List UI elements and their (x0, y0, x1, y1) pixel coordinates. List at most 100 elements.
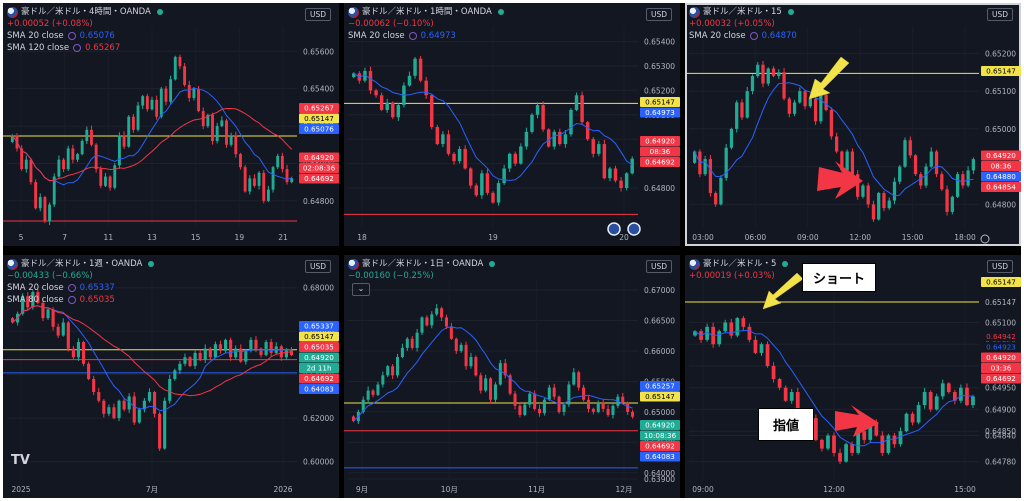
candle[interactable] (178, 363, 182, 371)
candle[interactable] (10, 135, 14, 142)
candle[interactable] (838, 452, 842, 462)
chart-svg[interactable]: 0.670000.665000.660000.655000.650000.645… (344, 255, 680, 498)
candle[interactable] (244, 350, 248, 362)
candle[interactable] (861, 185, 865, 197)
candle[interactable] (574, 95, 579, 110)
currency-button[interactable]: USD (986, 8, 1013, 21)
indicator-row[interactable]: SMA 20 close 0.64973 (348, 30, 504, 42)
candle[interactable] (361, 399, 365, 412)
candle[interactable] (249, 339, 253, 351)
candle[interactable] (577, 372, 581, 388)
candle[interactable] (919, 174, 923, 186)
candle[interactable] (542, 399, 546, 414)
candle[interactable] (368, 70, 373, 91)
candle[interactable] (57, 159, 61, 177)
candle[interactable] (928, 392, 933, 410)
candle[interactable] (127, 396, 131, 410)
candle[interactable] (85, 129, 89, 142)
candle[interactable] (376, 384, 380, 395)
candle[interactable] (740, 102, 744, 118)
candle[interactable] (76, 154, 79, 160)
candle[interactable] (446, 134, 451, 154)
candle[interactable] (519, 146, 523, 164)
currency-button[interactable]: USD (304, 8, 331, 21)
candle[interactable] (410, 338, 414, 348)
candle[interactable] (765, 344, 770, 366)
candle[interactable] (552, 387, 556, 397)
candle[interactable] (469, 357, 473, 367)
candle[interactable] (714, 193, 718, 205)
candle[interactable] (489, 378, 493, 400)
event-flag-icon[interactable] (627, 222, 641, 236)
candle[interactable] (20, 148, 24, 170)
candle[interactable] (485, 173, 490, 193)
candle[interactable] (717, 331, 722, 345)
candle[interactable] (910, 413, 915, 423)
candle[interactable] (777, 72, 781, 77)
candle[interactable] (173, 370, 177, 379)
candle[interactable] (158, 413, 162, 449)
candle[interactable] (257, 172, 261, 186)
candle[interactable] (591, 408, 595, 412)
chart-panel-2[interactable]: 0.654000.653000.652000.651000.650000.649… (344, 3, 680, 246)
candle[interactable] (929, 151, 933, 167)
chart-panel-1[interactable]: 0.656000.654000.652000.650000.6480057111… (3, 3, 339, 246)
candle[interactable] (513, 153, 518, 164)
candle[interactable] (280, 155, 284, 170)
candle[interactable] (81, 342, 86, 364)
candle[interactable] (741, 318, 746, 327)
candle[interactable] (424, 80, 428, 96)
candle[interactable] (783, 387, 788, 401)
candle[interactable] (913, 155, 918, 175)
candle[interactable] (141, 96, 145, 106)
candle[interactable] (420, 317, 424, 333)
candle[interactable] (92, 379, 96, 393)
candle[interactable] (38, 197, 42, 209)
candle[interactable] (611, 405, 615, 415)
candle[interactable] (276, 155, 280, 168)
candle[interactable] (965, 387, 969, 406)
candle[interactable] (518, 405, 522, 415)
candle[interactable] (223, 339, 228, 351)
candle[interactable] (173, 56, 177, 80)
candle[interactable] (395, 357, 400, 376)
candle[interactable] (959, 387, 963, 401)
candle[interactable] (708, 159, 713, 194)
candle[interactable] (152, 392, 157, 414)
candle[interactable] (808, 98, 812, 107)
candle[interactable] (112, 407, 116, 419)
candle[interactable] (41, 302, 45, 319)
candle[interactable] (693, 331, 697, 336)
candle[interactable] (187, 84, 191, 99)
candle[interactable] (234, 135, 238, 155)
candle[interactable] (601, 402, 605, 409)
candle[interactable] (756, 64, 760, 77)
candle[interactable] (454, 338, 458, 351)
candle[interactable] (136, 105, 140, 130)
candle[interactable] (132, 396, 136, 423)
candle[interactable] (474, 357, 478, 376)
candle[interactable] (220, 120, 224, 127)
candle[interactable] (108, 176, 112, 188)
candle[interactable] (352, 73, 356, 77)
candle[interactable] (829, 110, 834, 137)
candle[interactable] (103, 176, 107, 186)
candle[interactable] (284, 350, 288, 358)
candle[interactable] (792, 102, 797, 114)
candle[interactable] (117, 400, 121, 419)
candle[interactable] (279, 346, 283, 358)
candle[interactable] (753, 339, 758, 353)
candle[interactable] (535, 105, 540, 115)
candle[interactable] (971, 396, 975, 406)
candle[interactable] (218, 344, 223, 351)
candle[interactable] (269, 342, 273, 353)
candle[interactable] (259, 348, 263, 356)
candle[interactable] (834, 136, 839, 152)
candle[interactable] (150, 99, 154, 110)
candle[interactable] (66, 322, 70, 349)
candle[interactable] (537, 408, 542, 414)
candle[interactable] (407, 75, 412, 86)
candle[interactable] (524, 131, 529, 147)
candle[interactable] (940, 174, 944, 190)
candle[interactable] (850, 444, 855, 453)
